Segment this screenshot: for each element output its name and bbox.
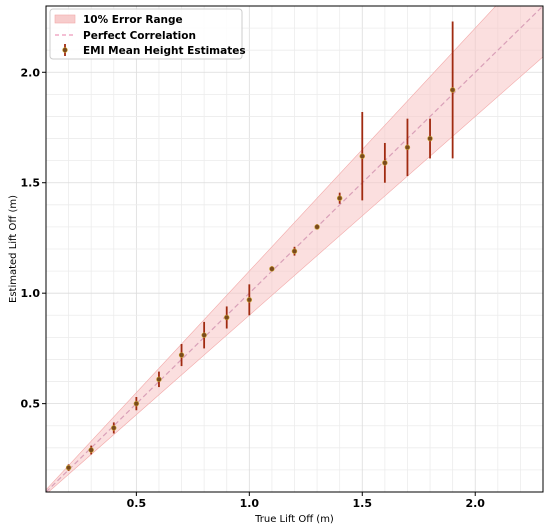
data-point: [449, 87, 456, 93]
legend: 10% Error Range Perfect Correlation EMI Me…: [49, 8, 246, 60]
x-axis-label: True Lift Off (m): [254, 514, 334, 525]
data-points-layer: [65, 21, 456, 472]
data-point: [359, 153, 365, 159]
data-point: [201, 332, 207, 338]
data-point: [246, 297, 253, 303]
x-tick-label: 0.5: [127, 497, 147, 510]
data-point: [336, 195, 343, 201]
data-point: [178, 352, 185, 358]
data-point: [404, 144, 411, 151]
legend-label: EMI Mean Height Estimates: [83, 45, 246, 57]
data-point: [156, 376, 162, 383]
data-point: [291, 248, 298, 254]
data-point: [314, 224, 320, 230]
legend-swatch-marker: [62, 47, 68, 53]
legend-label: 10% Error Range: [83, 14, 183, 26]
x-tick-label: 1.0: [240, 497, 260, 510]
legend-box: [49, 8, 243, 60]
data-point: [65, 465, 72, 471]
data-point: [427, 135, 433, 142]
x-tick-label: 1.5: [353, 497, 373, 510]
legend-swatch-band: [54, 14, 76, 24]
y-tick-label: 2.0: [21, 66, 41, 79]
plot-frame: [45, 5, 544, 493]
legend-label: Perfect Correlation: [83, 30, 196, 42]
y-tick-label: 1.0: [21, 287, 41, 300]
ticks-layer: 0.5 1.0 1.5 2.0 0.5 1.0 1.5 2.0: [21, 66, 486, 510]
y-tick-label: 0.5: [21, 398, 41, 411]
data-point: [224, 314, 230, 321]
data-point: [269, 266, 275, 272]
y-tick-label: 1.5: [21, 177, 41, 190]
data-point: [382, 160, 388, 166]
data-point: [111, 425, 117, 431]
x-tick-label: 2.0: [465, 497, 485, 510]
data-point: [88, 447, 94, 453]
data-point: [133, 400, 140, 407]
y-axis-label: Estimated Lift Off (m): [8, 195, 19, 303]
